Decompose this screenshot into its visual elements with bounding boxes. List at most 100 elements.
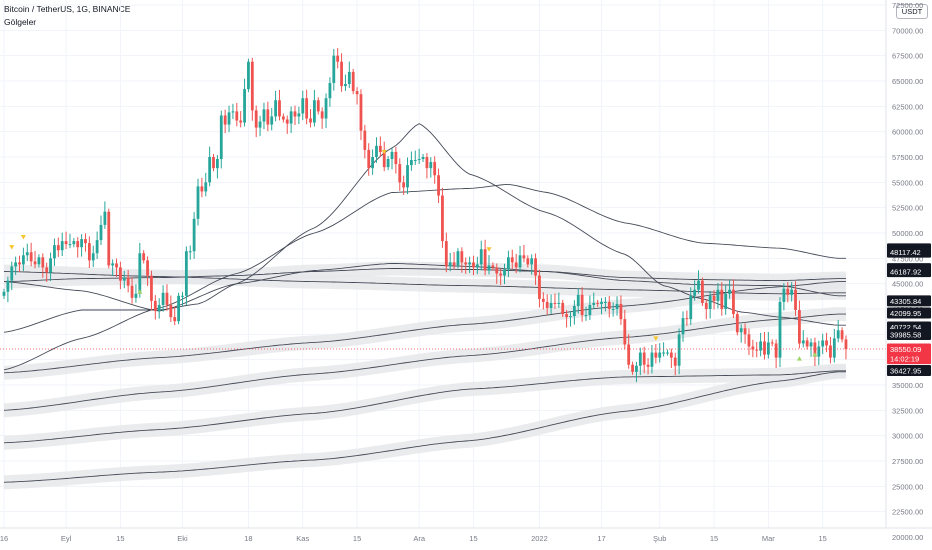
candle-body bbox=[530, 258, 534, 265]
candle-body bbox=[243, 89, 246, 123]
candle-body bbox=[534, 258, 537, 276]
candle-body bbox=[301, 98, 305, 114]
candle-body bbox=[80, 239, 83, 248]
candle-body bbox=[557, 302, 561, 304]
time-tick-label: 15 bbox=[116, 534, 124, 543]
candle-body bbox=[22, 255, 25, 265]
moving-average-layer bbox=[3, 123, 846, 483]
candle-body bbox=[64, 241, 68, 245]
candle-body bbox=[250, 61, 254, 111]
price-tick-label: 62500.00 bbox=[892, 102, 923, 111]
candle-body bbox=[576, 294, 580, 306]
price-tick-label: 35000.00 bbox=[892, 381, 923, 390]
candle-body bbox=[611, 309, 615, 310]
indicator-label[interactable]: Gölgeler bbox=[4, 17, 37, 27]
shadow-band bbox=[4, 264, 846, 301]
signal-marker bbox=[486, 247, 492, 252]
candle-body bbox=[421, 157, 425, 160]
price-axis[interactable]: 72500.00 70000.00 67500.00 65000.00 62500.00… bbox=[892, 1, 923, 542]
candle-body bbox=[188, 251, 192, 253]
price-label-text: 14:02:19 bbox=[890, 355, 919, 364]
price-tick-label: 47500.00 bbox=[892, 254, 923, 263]
candle-body bbox=[103, 211, 107, 225]
candle-body bbox=[119, 267, 122, 281]
price-tick-label: 27500.00 bbox=[892, 457, 923, 466]
candle-body bbox=[429, 162, 433, 169]
candle-body bbox=[549, 302, 553, 308]
time-tick-label: 2022 bbox=[531, 534, 548, 543]
candle-body bbox=[208, 157, 212, 183]
candle-body bbox=[359, 94, 363, 131]
candle-body bbox=[165, 292, 169, 305]
candle-body bbox=[386, 159, 390, 168]
currency-selector[interactable]: USDT bbox=[896, 4, 928, 19]
candle-body bbox=[247, 61, 250, 90]
candle-body bbox=[526, 258, 530, 265]
candle-body bbox=[14, 262, 18, 267]
candle-body bbox=[588, 304, 592, 316]
candle-body bbox=[115, 263, 118, 268]
candle-body bbox=[774, 343, 778, 358]
time-tick-label: 18 bbox=[244, 534, 252, 543]
price-label-text: 42099.95 bbox=[890, 309, 921, 318]
candle-body bbox=[491, 265, 495, 268]
candle-body bbox=[107, 211, 111, 266]
candle-body bbox=[782, 288, 786, 302]
candle-body bbox=[805, 340, 809, 347]
candle-body bbox=[763, 341, 766, 355]
candle-body bbox=[743, 328, 747, 335]
candle-body bbox=[258, 121, 262, 128]
candle-body bbox=[701, 280, 704, 303]
candle-body bbox=[49, 258, 52, 273]
candle-body bbox=[518, 255, 522, 268]
time-tick-label: Şub bbox=[653, 534, 666, 543]
candle-body bbox=[724, 293, 728, 309]
candle-body bbox=[607, 301, 611, 309]
candle-body bbox=[444, 241, 448, 267]
price-label-column: 48430.5148117.4246486.0946187.9243305.84… bbox=[887, 243, 931, 377]
price-label-text: 36427.95 bbox=[890, 367, 921, 376]
signal-marker bbox=[137, 289, 143, 294]
candle-body bbox=[37, 257, 41, 265]
candle-body bbox=[53, 245, 56, 259]
candle-body bbox=[503, 269, 506, 276]
candle-body bbox=[332, 55, 336, 84]
candle-body bbox=[56, 245, 60, 251]
signal-marker bbox=[20, 235, 26, 240]
signal-marker-layer bbox=[9, 149, 818, 361]
candle-body bbox=[604, 301, 607, 303]
candle-body bbox=[545, 301, 549, 308]
candle-body bbox=[173, 317, 177, 322]
price-tick-label: 60000.00 bbox=[892, 128, 923, 137]
candle-body bbox=[766, 342, 770, 355]
candle-body bbox=[68, 244, 72, 246]
candle-body bbox=[739, 328, 743, 333]
price-tick-label: 70000.00 bbox=[892, 26, 923, 35]
candle-body bbox=[192, 218, 196, 252]
time-tick-label: Eyl bbox=[61, 534, 72, 543]
candle-body bbox=[619, 303, 623, 320]
time-tick-label: Ara bbox=[413, 534, 426, 543]
candle-body bbox=[111, 263, 115, 266]
candle-body bbox=[375, 145, 378, 157]
candle-body bbox=[487, 265, 491, 271]
candle-body bbox=[270, 116, 274, 125]
candle-body bbox=[751, 346, 755, 350]
price-label-text: 48117.42 bbox=[890, 248, 921, 257]
candle-body bbox=[95, 240, 99, 254]
time-axis[interactable]: 16 Eyl 15 Eki 18 Kas 15 Ara 15 2022 17 Şub 15 Mar 15 bbox=[0, 534, 827, 543]
candle-body bbox=[150, 275, 153, 301]
candle-body bbox=[402, 182, 406, 188]
candle-body bbox=[553, 302, 557, 304]
candle-body bbox=[755, 349, 759, 351]
candle-body bbox=[231, 111, 235, 113]
chart-title: Bitcoin / TetherUS, 1G, BINANCE bbox=[4, 4, 131, 14]
candle-body bbox=[821, 340, 825, 347]
candle-body bbox=[351, 71, 355, 92]
candle-body bbox=[759, 341, 762, 351]
candle-body bbox=[18, 262, 21, 265]
candle-body bbox=[99, 224, 103, 241]
candle-body bbox=[425, 157, 429, 169]
candle-body bbox=[790, 289, 794, 295]
